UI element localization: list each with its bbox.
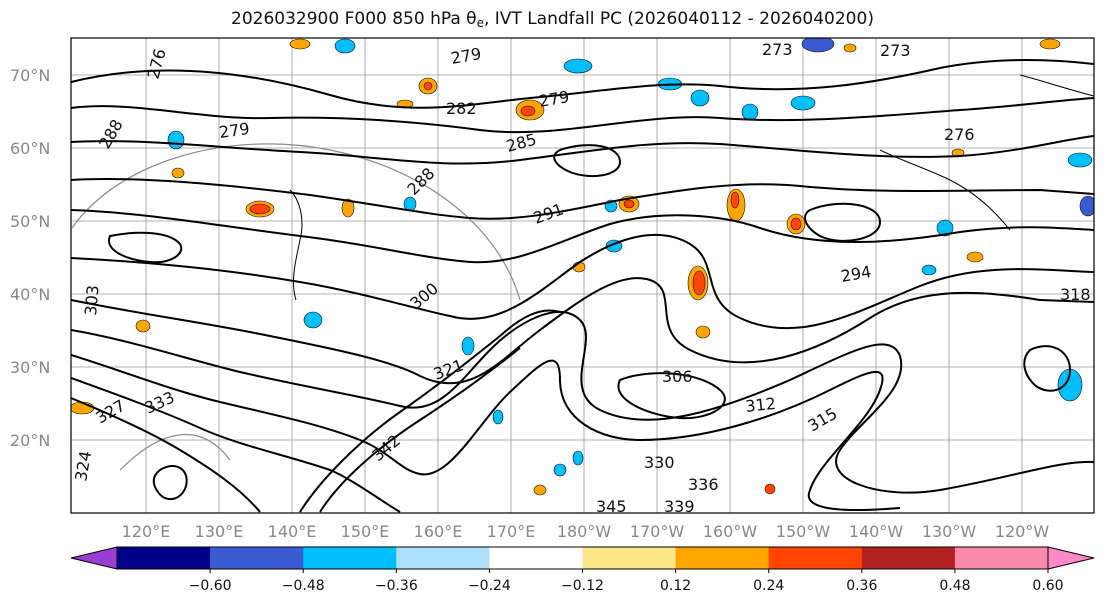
colorbar-segment: [117, 547, 211, 569]
colorbar-segment: [954, 547, 1049, 569]
colorbar-min-extend: [70, 546, 118, 570]
lon-label: 130°E: [195, 522, 244, 541]
map-panel: [71, 38, 1094, 513]
lon-label: 180°W: [557, 522, 612, 541]
colorbar-tick-label: 0.48: [939, 578, 970, 594]
colorbar-tick-label: −0.12: [561, 578, 604, 594]
lon-label: 140°W: [849, 522, 904, 541]
contour-label: 276: [944, 125, 975, 144]
lat-label: 60°N: [10, 139, 50, 158]
colorbar-segment: [582, 547, 677, 569]
lon-label: 150°W: [776, 522, 831, 541]
colorbar-tick-label: 0.36: [846, 578, 877, 594]
lon-label: 120°E: [122, 522, 171, 541]
lat-label: 40°N: [10, 285, 50, 304]
lon-label: 140°E: [268, 522, 317, 541]
colorbar-tick-label: 0.24: [753, 578, 784, 594]
contour-label: 345: [596, 497, 627, 516]
colorbar: −0.60 −0.48 −0.36 −0.24 −0.12 0.12 0.24 0.36 0.4…: [70, 546, 1095, 594]
colorbar-tick-label: −0.60: [189, 578, 232, 594]
lon-label: 170°W: [630, 522, 685, 541]
contour-label: 318: [1060, 285, 1091, 304]
colorbar-tick-label: 0.12: [660, 578, 691, 594]
contour-label: 303: [81, 284, 103, 316]
map-title: 2026032900 F000 850 hPa θe, IVT Landfall…: [231, 9, 874, 30]
contour-label: 273: [880, 41, 911, 60]
longitude-labels: 120°E 130°E 140°E 150°E 160°E 170°E 180°…: [122, 522, 1050, 541]
contour-label: 282: [446, 99, 477, 118]
contour-label: 273: [762, 40, 793, 59]
coastlines: [289, 74, 1094, 301]
lon-label: 160°W: [703, 522, 758, 541]
colorbar-tick-label: −0.24: [468, 578, 511, 594]
colorbar-segment: [861, 547, 956, 569]
colorbar-segment: [303, 547, 397, 569]
colorbar-segment: [675, 547, 770, 569]
theta-e-contours: [71, 59, 1094, 513]
colorbar-segment: [768, 547, 863, 569]
colorbar-segment: [489, 547, 583, 569]
lon-label: 130°W: [922, 522, 977, 541]
latitude-labels: 70°N 60°N 50°N 40°N 30°N 20°N: [10, 66, 50, 450]
contour-label: 336: [688, 475, 719, 494]
lat-label: 20°N: [10, 431, 50, 450]
colorbar-max-extend: [1047, 546, 1095, 570]
lon-label: 160°E: [414, 522, 463, 541]
contour-label: 339: [664, 497, 695, 516]
anomaly-fills: [71, 38, 1094, 496]
colorbar-segment: [396, 547, 490, 569]
lon-label: 120°W: [995, 522, 1050, 541]
colorbar-tick-label: −0.48: [282, 578, 325, 594]
lon-label: 150°E: [341, 522, 390, 541]
colorbar-segment: [210, 547, 304, 569]
contour-label: 312: [744, 394, 776, 416]
contour-label: 306: [662, 367, 693, 386]
lat-label: 50°N: [10, 212, 50, 231]
range-rings: [71, 143, 521, 471]
gridlines: [71, 38, 1094, 513]
contour-label: 330: [644, 453, 675, 472]
colorbar-tick-label: 0.60: [1032, 578, 1063, 594]
colorbar-tick-label: −0.36: [375, 578, 418, 594]
lon-label: 170°E: [487, 522, 536, 541]
lat-label: 70°N: [10, 66, 50, 85]
map-frame: [70, 37, 1095, 514]
contour-label: 279: [218, 119, 251, 142]
lat-label: 30°N: [10, 358, 50, 377]
